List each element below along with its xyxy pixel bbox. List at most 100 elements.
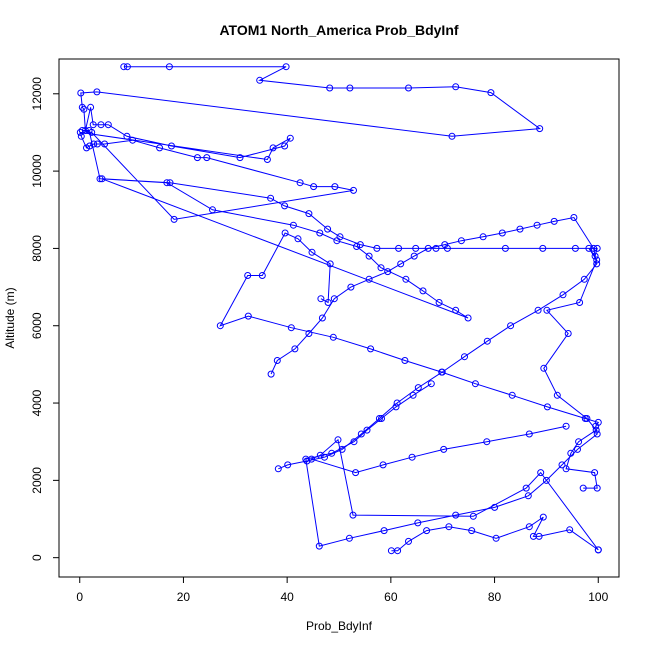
y-tick-label: 12000 (30, 77, 44, 111)
data-point (166, 179, 174, 187)
data-point (524, 492, 532, 500)
data-point (193, 154, 201, 162)
data-point (357, 430, 365, 438)
data-point (427, 380, 435, 388)
data-point (375, 415, 383, 422)
data-point (291, 345, 299, 353)
x-axis-label: Prob_BdyInf (306, 619, 373, 633)
data-point (440, 445, 448, 453)
chart-title: ATOM1 North_America Prob_BdyInf (219, 22, 458, 38)
data-point (559, 291, 567, 299)
data-point (377, 264, 385, 272)
data-point (104, 121, 112, 129)
plot-frame (58, 58, 620, 578)
data-point (448, 132, 456, 140)
data-point (438, 368, 446, 376)
data-point (281, 142, 289, 150)
data-point (85, 127, 93, 134)
data-point (334, 436, 342, 444)
data-point (380, 527, 388, 535)
data-point (282, 63, 290, 71)
data-point (209, 206, 216, 214)
data-point (570, 214, 578, 221)
data-point (347, 283, 355, 291)
data-point (507, 322, 515, 330)
data-point (321, 453, 328, 461)
data-point (575, 438, 583, 446)
data-point (87, 103, 95, 111)
data-point (349, 511, 357, 519)
data-point (89, 121, 97, 129)
data-point (353, 243, 361, 250)
data-point (216, 322, 224, 330)
data-point (410, 252, 418, 260)
data-point (352, 469, 360, 477)
data-point (402, 275, 410, 283)
data-point (408, 453, 416, 461)
data-point (535, 532, 543, 540)
data-point (123, 132, 131, 140)
data-point (86, 142, 94, 150)
data-point (562, 465, 570, 473)
data-point (269, 144, 277, 152)
data-point (452, 511, 460, 519)
data-point (591, 469, 599, 477)
data-point (534, 306, 542, 314)
data-point (483, 438, 491, 446)
data-point (287, 324, 295, 332)
data-point (326, 260, 334, 268)
data-point (345, 534, 353, 542)
data-point (533, 221, 541, 229)
data-point (384, 268, 392, 276)
data-point (273, 357, 281, 364)
data-point (163, 179, 171, 187)
data-point (350, 438, 358, 446)
data-point (412, 244, 420, 252)
data-point (93, 140, 101, 148)
data-point (405, 84, 412, 92)
data-point (501, 244, 509, 252)
data-point (516, 225, 524, 233)
data-point (424, 244, 432, 252)
data-point (97, 121, 105, 129)
data-point (78, 127, 86, 134)
data-point (553, 391, 561, 399)
x-tick-label: 40 (280, 590, 294, 604)
data-point (263, 156, 271, 163)
data-point (379, 461, 387, 469)
data-point (432, 244, 440, 252)
series-line-1 (79, 66, 598, 489)
data-point (409, 391, 417, 399)
data-point (350, 186, 357, 194)
data-point (315, 542, 323, 550)
data-point (566, 526, 574, 534)
data-point (522, 484, 530, 492)
y-tick-label: 6000 (30, 312, 44, 339)
data-point (542, 476, 550, 484)
data-point (445, 523, 453, 531)
data-point (471, 380, 479, 388)
data-point (492, 534, 500, 542)
data-point (336, 233, 344, 241)
data-point (267, 194, 275, 202)
data-point (77, 89, 85, 97)
x-tick-label: 80 (488, 590, 502, 604)
data-point (305, 330, 313, 337)
y-tick-label: 2000 (30, 467, 44, 494)
data-point (165, 63, 173, 71)
data-point (539, 513, 547, 521)
data-point (328, 449, 336, 457)
data-point (90, 140, 98, 148)
data-point (331, 183, 339, 191)
data-point (367, 345, 375, 353)
data-point (457, 237, 465, 245)
data-point (284, 461, 292, 469)
data-point (123, 63, 131, 71)
data-point (590, 244, 598, 252)
data-point (346, 84, 354, 92)
data-point (441, 241, 449, 249)
data-point (508, 391, 516, 399)
data-point (580, 275, 588, 283)
y-axis-label: Altitude (m) (3, 287, 17, 348)
x-tick-label: 20 (177, 590, 191, 604)
